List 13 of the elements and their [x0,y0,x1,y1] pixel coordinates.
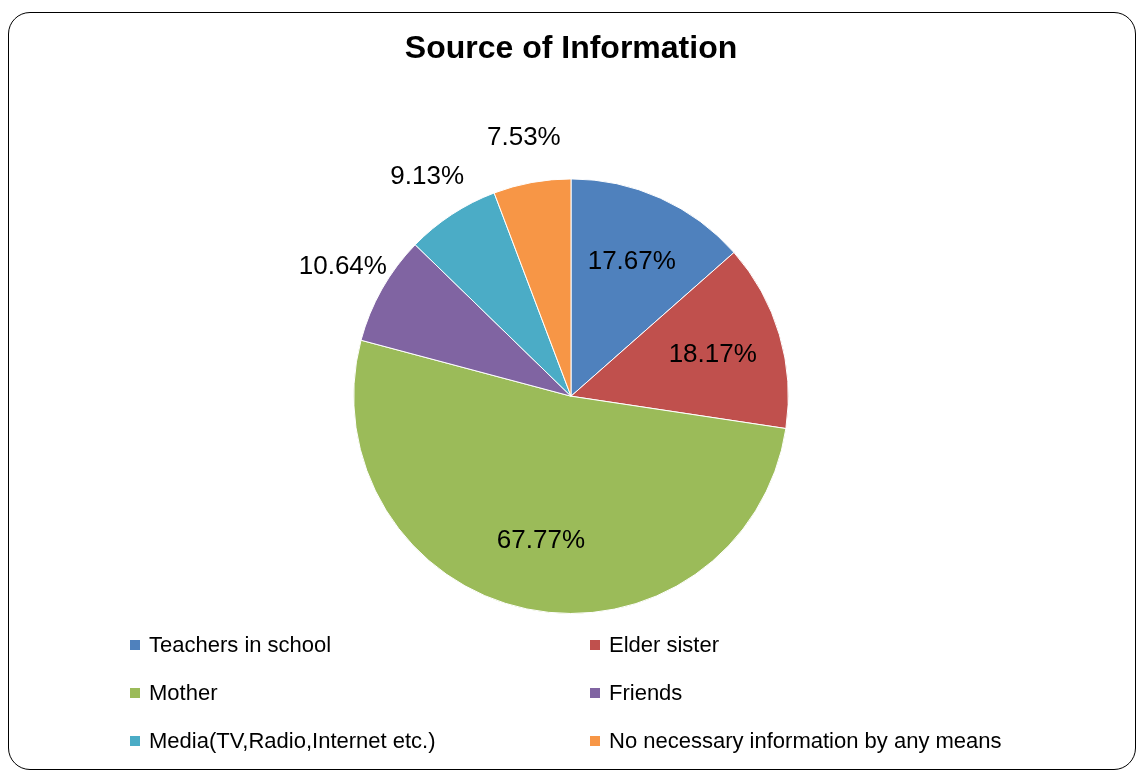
chart-title: Source of Information [404,29,738,66]
data-label: 10.64% [298,249,387,280]
data-label: 67.77% [496,524,586,555]
legend-label: Elder sister [609,632,720,658]
legend-label: Teachers in school [149,632,332,658]
data-label: 18.17% [668,337,757,368]
data-label: 17.67% [587,244,676,275]
legend-label: Mother [149,680,218,706]
legend-label: Friends [609,680,683,706]
legend-label: Media(TV,Radio,Internet etc.) [149,728,436,754]
legend-label: No necessary information by any means [609,728,1002,754]
data-label: 9.13% [390,160,465,191]
data-label: 7.53% [486,121,561,152]
